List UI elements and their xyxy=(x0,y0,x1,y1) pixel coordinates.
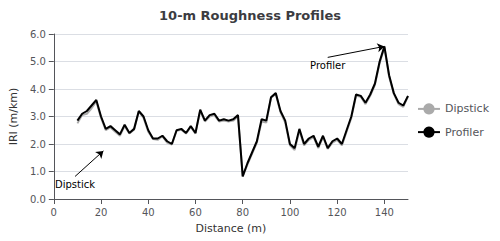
svg-text:2.0: 2.0 xyxy=(30,139,46,150)
svg-text:Dipstick: Dipstick xyxy=(445,102,490,115)
svg-text:40: 40 xyxy=(142,207,155,218)
svg-text:0: 0 xyxy=(51,207,57,218)
svg-text:Profiler: Profiler xyxy=(310,60,346,71)
svg-text:IRI (m/km): IRI (m/km) xyxy=(7,88,20,146)
svg-text:80: 80 xyxy=(236,207,249,218)
svg-text:Dipstick: Dipstick xyxy=(55,179,95,190)
svg-text:6.0: 6.0 xyxy=(30,29,46,40)
svg-text:1.0: 1.0 xyxy=(30,166,46,177)
svg-text:5.0: 5.0 xyxy=(30,56,46,67)
svg-text:60: 60 xyxy=(189,207,202,218)
svg-text:20: 20 xyxy=(95,207,108,218)
svg-text:10-m Roughness Profiles: 10-m Roughness Profiles xyxy=(159,8,341,23)
svg-text:3.0: 3.0 xyxy=(30,111,46,122)
svg-text:100: 100 xyxy=(280,207,299,218)
svg-text:Distance (m): Distance (m) xyxy=(195,222,266,235)
svg-text:120: 120 xyxy=(328,207,347,218)
svg-text:0.0: 0.0 xyxy=(30,194,46,205)
svg-text:140: 140 xyxy=(375,207,394,218)
svg-text:4.0: 4.0 xyxy=(30,84,46,95)
svg-text:Profiler: Profiler xyxy=(445,126,484,139)
